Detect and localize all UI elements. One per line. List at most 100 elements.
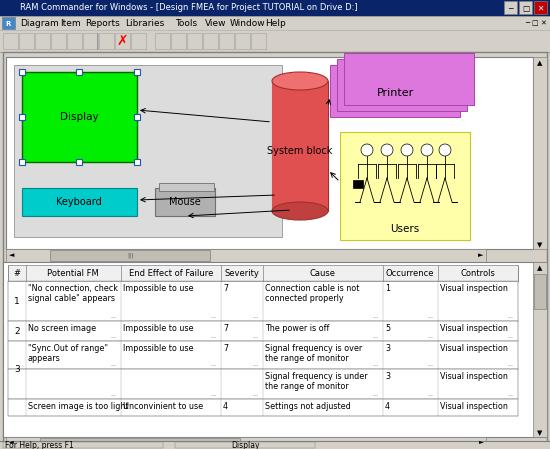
FancyBboxPatch shape [272, 81, 328, 211]
Text: 1: 1 [385, 284, 390, 293]
Text: Cause: Cause [310, 269, 336, 277]
FancyBboxPatch shape [8, 341, 518, 369]
Text: R: R [6, 21, 11, 26]
FancyBboxPatch shape [76, 159, 82, 165]
Text: System block: System block [267, 146, 333, 156]
Text: ...: ... [110, 362, 116, 367]
FancyBboxPatch shape [0, 30, 550, 52]
FancyBboxPatch shape [251, 33, 266, 49]
Text: Mouse: Mouse [169, 197, 201, 207]
Text: Visual inspection: Visual inspection [440, 284, 508, 293]
FancyBboxPatch shape [534, 274, 546, 309]
Text: Window: Window [230, 19, 266, 28]
Text: 1: 1 [14, 296, 20, 305]
Text: 4: 4 [385, 402, 390, 411]
Text: Severity: Severity [224, 269, 260, 277]
Text: ▼: ▼ [537, 430, 543, 436]
Text: Tools: Tools [175, 19, 197, 28]
Text: 7: 7 [223, 344, 228, 353]
FancyBboxPatch shape [533, 262, 547, 437]
FancyBboxPatch shape [519, 1, 532, 14]
FancyBboxPatch shape [67, 33, 82, 49]
FancyBboxPatch shape [19, 114, 25, 120]
Text: 3: 3 [14, 365, 20, 374]
Text: □: □ [522, 4, 529, 13]
Circle shape [439, 144, 451, 156]
FancyBboxPatch shape [534, 1, 547, 14]
FancyBboxPatch shape [22, 72, 137, 162]
Text: #: # [14, 269, 20, 277]
FancyBboxPatch shape [3, 262, 547, 437]
FancyBboxPatch shape [22, 188, 137, 216]
FancyBboxPatch shape [99, 33, 114, 49]
Text: ►: ► [478, 252, 483, 259]
FancyBboxPatch shape [134, 69, 140, 75]
FancyBboxPatch shape [6, 57, 533, 249]
Text: Libraries: Libraries [125, 19, 164, 28]
Text: ...: ... [252, 314, 258, 320]
Text: ...: ... [507, 314, 513, 320]
Text: No screen image: No screen image [28, 324, 96, 333]
FancyBboxPatch shape [330, 65, 460, 117]
FancyBboxPatch shape [19, 159, 25, 165]
FancyBboxPatch shape [533, 57, 547, 249]
Text: Computer: Computer [89, 207, 138, 217]
Text: ▲: ▲ [537, 60, 543, 66]
Text: ...: ... [110, 392, 116, 397]
Circle shape [401, 144, 413, 156]
Text: ◄: ◄ [9, 439, 13, 444]
Text: 4: 4 [223, 402, 228, 411]
Text: 3: 3 [385, 344, 390, 353]
Text: ...: ... [210, 362, 216, 367]
Text: Item: Item [60, 19, 81, 28]
Text: Printer: Printer [376, 88, 414, 98]
Text: Diagram: Diagram [20, 19, 59, 28]
FancyBboxPatch shape [14, 65, 282, 237]
Text: End Effect of Failure: End Effect of Failure [129, 269, 213, 277]
FancyBboxPatch shape [0, 441, 550, 449]
Text: Occurrence: Occurrence [386, 269, 434, 277]
FancyBboxPatch shape [3, 33, 18, 49]
FancyBboxPatch shape [134, 159, 140, 165]
FancyBboxPatch shape [134, 114, 140, 120]
FancyBboxPatch shape [171, 33, 186, 49]
Text: 7: 7 [223, 324, 228, 333]
Text: ...: ... [110, 314, 116, 320]
FancyBboxPatch shape [40, 438, 240, 445]
Text: ...: ... [427, 314, 433, 320]
FancyBboxPatch shape [203, 33, 218, 49]
FancyBboxPatch shape [115, 33, 130, 49]
Text: ...: ... [210, 335, 216, 339]
Text: ►: ► [478, 439, 483, 444]
FancyBboxPatch shape [0, 0, 550, 16]
Text: Impossible to use: Impossible to use [123, 324, 194, 333]
Text: ...: ... [507, 362, 513, 367]
FancyBboxPatch shape [3, 52, 547, 443]
Text: ...: ... [427, 392, 433, 397]
Text: ...: ... [372, 392, 378, 397]
Text: ─: ─ [508, 4, 513, 13]
FancyBboxPatch shape [50, 250, 210, 261]
Text: Help: Help [265, 19, 286, 28]
FancyBboxPatch shape [8, 369, 518, 399]
Text: Unconvinient to use: Unconvinient to use [123, 402, 203, 411]
Text: Users: Users [390, 224, 420, 234]
FancyBboxPatch shape [337, 59, 467, 111]
FancyBboxPatch shape [175, 442, 315, 448]
Text: Reports: Reports [85, 19, 120, 28]
Text: Visual inspection: Visual inspection [440, 372, 508, 381]
Text: RAM Commander for Windows - [Design FMEA for Project TUTORIAL on Drive D:]: RAM Commander for Windows - [Design FMEA… [20, 4, 358, 13]
Text: Keyboard: Keyboard [56, 197, 102, 207]
Text: Impossible to use: Impossible to use [123, 344, 194, 353]
FancyBboxPatch shape [19, 69, 25, 75]
Text: ...: ... [252, 392, 258, 397]
FancyBboxPatch shape [219, 33, 234, 49]
FancyBboxPatch shape [131, 33, 146, 49]
Text: Signal frequency is over
the range of monitor: Signal frequency is over the range of mo… [265, 344, 362, 363]
Text: Screen image is too light: Screen image is too light [28, 402, 129, 411]
FancyBboxPatch shape [51, 33, 66, 49]
Text: "Sync.Out of range"
appears: "Sync.Out of range" appears [28, 344, 108, 363]
FancyBboxPatch shape [35, 33, 50, 49]
Text: Impossible to use: Impossible to use [123, 284, 194, 293]
Text: ▼: ▼ [537, 242, 543, 248]
